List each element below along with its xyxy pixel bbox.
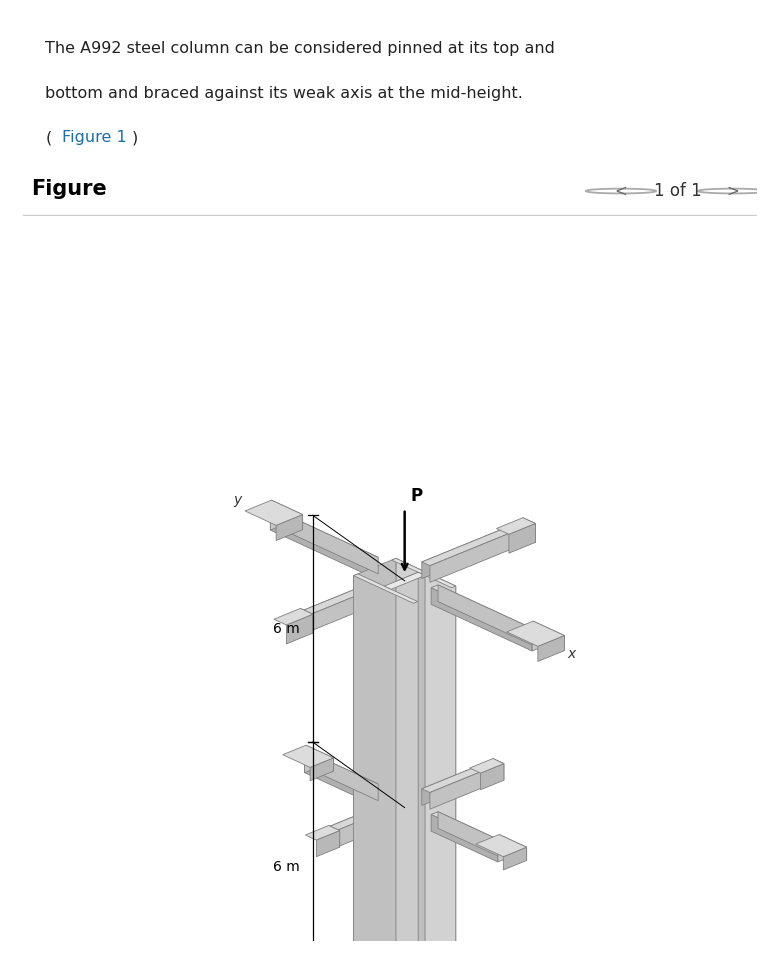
Polygon shape [277,511,378,574]
Polygon shape [271,511,277,530]
Text: ): ) [132,131,138,146]
Polygon shape [353,559,396,960]
Polygon shape [318,831,327,852]
Polygon shape [413,586,456,960]
Polygon shape [431,585,539,635]
Polygon shape [476,834,526,856]
Polygon shape [498,843,505,862]
Polygon shape [245,500,303,525]
Polygon shape [532,632,539,651]
Polygon shape [318,806,388,834]
Polygon shape [430,529,520,583]
Polygon shape [503,847,526,870]
Polygon shape [512,525,520,545]
Polygon shape [271,511,378,560]
Text: The A992 steel column can be considered pinned at its top and: The A992 steel column can be considered … [45,41,555,57]
Polygon shape [483,764,491,784]
Text: y: y [234,493,242,507]
Polygon shape [271,514,371,577]
Polygon shape [493,758,504,780]
Polygon shape [311,754,378,801]
Text: x: x [567,647,576,661]
Polygon shape [305,754,378,787]
Polygon shape [282,745,333,767]
Text: <: < [615,183,627,199]
Polygon shape [422,525,512,579]
Polygon shape [317,830,340,856]
Text: 1 of 1: 1 of 1 [654,182,702,200]
Polygon shape [385,572,425,589]
Polygon shape [499,834,526,860]
Polygon shape [385,572,418,960]
Polygon shape [438,585,539,648]
Polygon shape [431,814,498,862]
Text: Figure 1: Figure 1 [62,131,127,146]
Text: 6 m: 6 m [273,860,300,874]
Polygon shape [353,574,417,603]
Polygon shape [534,621,565,651]
Polygon shape [318,806,379,848]
Polygon shape [431,812,505,846]
Polygon shape [305,754,311,773]
Polygon shape [422,764,483,805]
Polygon shape [496,517,535,535]
Polygon shape [297,583,388,636]
Polygon shape [507,621,565,646]
Polygon shape [470,758,504,773]
Polygon shape [509,523,535,553]
Polygon shape [300,609,313,633]
Polygon shape [392,559,456,588]
Polygon shape [305,756,371,804]
Text: Figure: Figure [30,179,107,199]
Text: (: ( [45,131,51,146]
Polygon shape [523,517,535,542]
Polygon shape [396,559,456,960]
Polygon shape [310,757,333,780]
Text: 6 m: 6 m [273,622,300,636]
Polygon shape [328,826,340,847]
Text: >: > [727,183,739,199]
Polygon shape [276,515,303,540]
Polygon shape [306,745,333,771]
Polygon shape [480,763,504,790]
Polygon shape [289,579,379,633]
Polygon shape [422,525,520,565]
Polygon shape [431,588,532,651]
Text: P: P [410,488,423,505]
Polygon shape [430,768,491,809]
Polygon shape [327,810,388,852]
Polygon shape [274,609,313,625]
Polygon shape [438,812,505,859]
Polygon shape [422,764,491,793]
Polygon shape [538,636,565,661]
Polygon shape [306,826,340,840]
Text: bottom and braced against its weak axis at the mid-height.: bottom and braced against its weak axis … [45,85,523,101]
Polygon shape [289,616,297,636]
Polygon shape [271,500,303,530]
Polygon shape [286,614,313,644]
Polygon shape [353,576,413,960]
Polygon shape [391,575,425,960]
Polygon shape [289,579,388,620]
